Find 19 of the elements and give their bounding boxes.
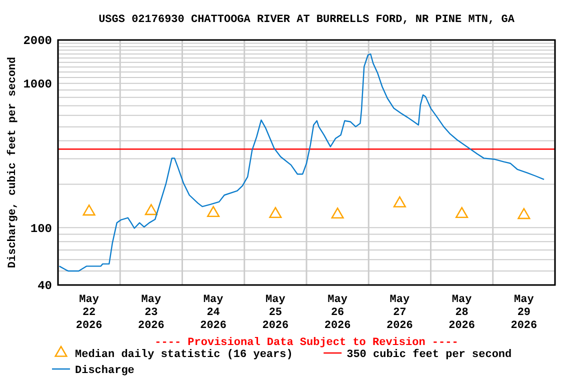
y-tick-label: 100 [30, 222, 52, 236]
y-tick-label: 2000 [23, 34, 52, 48]
legend-label: Discharge [75, 365, 135, 377]
x-tick-label: May 26 2026 [324, 294, 351, 332]
legend-label: Median daily statistic (16 years) [75, 349, 293, 361]
chart-title: USGS 02176930 CHATTOOGA RIVER AT BURRELLS FORD, NR PINE MTN, GA [98, 14, 515, 26]
text: ---- Provisional Data Subject to Revision ---- [154, 337, 458, 349]
x-tick-label: May 28 2026 [448, 294, 476, 332]
x-tick-label: May 25 2026 [262, 294, 289, 332]
x-tick-label: May 23 2026 [138, 294, 164, 332]
x-tick-label: May 29 2026 [510, 294, 538, 332]
y-tick-label: 40 [38, 279, 52, 294]
y-tick-label: 1000 [23, 78, 52, 92]
x-tick-label: May 22 2026 [76, 294, 102, 332]
line-series [58, 53, 545, 272]
y-axis-title: Discharge, cubic feet per second [6, 56, 19, 268]
legend-label: 350 cubic feet per second [346, 348, 512, 361]
x-tick-label: May 27 2026 [386, 294, 413, 332]
x-tick-label: May 24 2026 [200, 294, 227, 332]
